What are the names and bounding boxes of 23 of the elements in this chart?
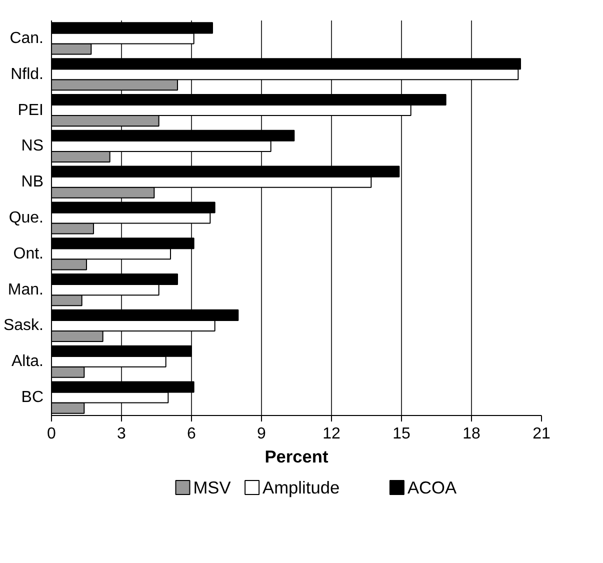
y-tick-label: Sask. (3, 317, 44, 334)
x-tick-label: 21 (532, 426, 550, 442)
x-tick-label: 18 (462, 426, 480, 442)
x-tick-label: 0 (47, 426, 56, 442)
y-tick-label: BC (21, 389, 44, 406)
y-tick-label: Que. (8, 210, 44, 226)
x-tick-label: 9 (257, 426, 266, 442)
y-tick-label: NB (21, 174, 44, 191)
x-tick-label: 15 (392, 426, 410, 442)
x-tick-label: 6 (187, 426, 196, 442)
y-tick-label: Nfld. (10, 66, 44, 83)
y-tick-label: PEI (18, 102, 44, 119)
x-axis-title: Percent (264, 446, 329, 466)
legend-label: ACOA (407, 478, 457, 498)
y-tick-label: Can. (10, 30, 44, 47)
x-tick-label: 3 (117, 426, 126, 442)
y-tick-label: Ont. (13, 245, 44, 262)
legend-label: MSV (193, 478, 232, 498)
y-tick-label: NS (21, 138, 44, 155)
y-tick-label: Alta. (11, 353, 44, 370)
y-tick-label: Man. (8, 281, 44, 298)
legend-label: Amplitude (262, 478, 340, 498)
x-tick-label: 12 (322, 426, 340, 442)
